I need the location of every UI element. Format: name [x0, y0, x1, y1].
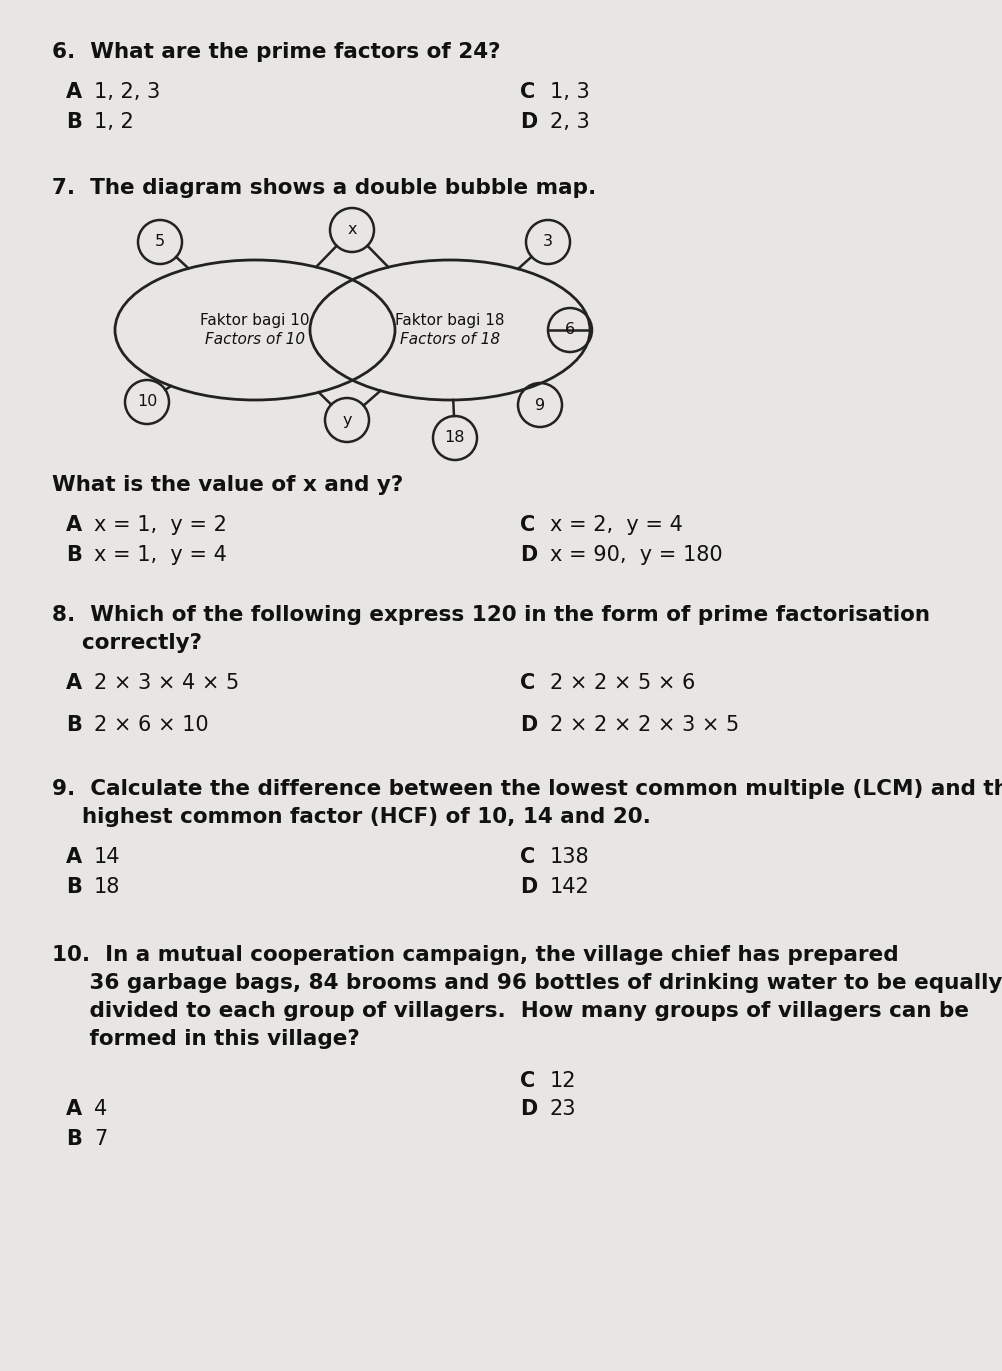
Text: B: B	[66, 112, 82, 132]
Text: A: A	[66, 515, 82, 535]
Text: B: B	[66, 877, 82, 897]
Text: 1, 2, 3: 1, 2, 3	[94, 82, 160, 101]
Text: 12: 12	[549, 1071, 576, 1091]
Text: 7.  The diagram shows a double bubble map.: 7. The diagram shows a double bubble map…	[52, 178, 595, 197]
Text: 7: 7	[94, 1128, 107, 1149]
Text: 8.  Which of the following express 120 in the form of prime factorisation: 8. Which of the following express 120 in…	[52, 605, 929, 625]
Text: D: D	[519, 877, 537, 897]
Text: B: B	[66, 716, 82, 735]
Text: C: C	[519, 1071, 535, 1091]
Text: 2, 3: 2, 3	[549, 112, 589, 132]
Text: x: x	[347, 222, 357, 237]
Text: x = 1,  y = 2: x = 1, y = 2	[94, 515, 226, 535]
Text: 5: 5	[154, 234, 165, 250]
Text: 6.  What are the prime factors of 24?: 6. What are the prime factors of 24?	[52, 43, 500, 62]
Text: C: C	[519, 515, 535, 535]
Text: D: D	[519, 716, 537, 735]
Text: A: A	[66, 1100, 82, 1119]
Text: 3: 3	[542, 234, 552, 250]
Text: y: y	[342, 413, 352, 428]
Text: 2 × 6 × 10: 2 × 6 × 10	[94, 716, 208, 735]
Text: D: D	[519, 112, 537, 132]
Text: 23: 23	[549, 1100, 576, 1119]
Text: Faktor bagi 10: Faktor bagi 10	[200, 313, 310, 328]
Text: 1, 2: 1, 2	[94, 112, 133, 132]
Text: correctly?: correctly?	[52, 633, 201, 653]
Text: 6: 6	[564, 322, 574, 337]
Text: A: A	[66, 82, 82, 101]
Text: What is the value of x and y?: What is the value of x and y?	[52, 474, 403, 495]
Text: Faktor bagi 18: Faktor bagi 18	[395, 313, 504, 328]
Text: Factors of 18: Factors of 18	[400, 333, 500, 347]
Text: C: C	[519, 673, 535, 692]
Text: Factors of 10: Factors of 10	[204, 333, 305, 347]
Text: 138: 138	[549, 847, 589, 866]
Text: B: B	[66, 1128, 82, 1149]
Text: 4: 4	[94, 1100, 107, 1119]
Text: 2 × 3 × 4 × 5: 2 × 3 × 4 × 5	[94, 673, 239, 692]
Text: 14: 14	[94, 847, 120, 866]
Text: 2 × 2 × 5 × 6: 2 × 2 × 5 × 6	[549, 673, 694, 692]
Text: x = 1,  y = 4: x = 1, y = 4	[94, 546, 226, 565]
Text: D: D	[519, 546, 537, 565]
Text: 18: 18	[94, 877, 120, 897]
Text: 142: 142	[549, 877, 589, 897]
Text: formed in this village?: formed in this village?	[52, 1030, 360, 1049]
Text: A: A	[66, 673, 82, 692]
Text: 1, 3: 1, 3	[549, 82, 589, 101]
Text: D: D	[519, 1100, 537, 1119]
Text: B: B	[66, 546, 82, 565]
Text: 18: 18	[444, 430, 465, 446]
Text: x = 90,  y = 180: x = 90, y = 180	[549, 546, 721, 565]
Text: divided to each group of villagers.  How many groups of villagers can be: divided to each group of villagers. How …	[52, 1001, 968, 1021]
Text: x = 2,  y = 4: x = 2, y = 4	[549, 515, 682, 535]
Text: 9.  Calculate the difference between the lowest common multiple (LCM) and the: 9. Calculate the difference between the …	[52, 779, 1002, 799]
Text: 36 garbage bags, 84 brooms and 96 bottles of drinking water to be equally: 36 garbage bags, 84 brooms and 96 bottle…	[52, 973, 1001, 993]
Text: 10: 10	[136, 395, 157, 410]
Text: A: A	[66, 847, 82, 866]
Text: 10.  In a mutual cooperation campaign, the village chief has prepared: 10. In a mutual cooperation campaign, th…	[52, 945, 898, 965]
Text: C: C	[519, 847, 535, 866]
Text: 2 × 2 × 2 × 3 × 5: 2 × 2 × 2 × 3 × 5	[549, 716, 738, 735]
Text: 9: 9	[534, 398, 544, 413]
Text: highest common factor (HCF) of 10, 14 and 20.: highest common factor (HCF) of 10, 14 an…	[52, 808, 650, 827]
Text: C: C	[519, 82, 535, 101]
